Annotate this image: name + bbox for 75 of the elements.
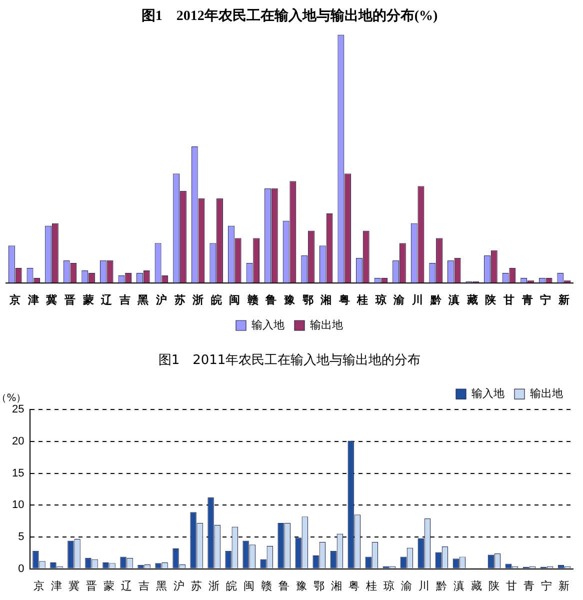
x-tick-label: 京 xyxy=(33,579,44,592)
x-tick-label: 粤 xyxy=(348,580,360,592)
x-tick-label: 鄂 xyxy=(314,580,325,592)
x-tick-label: 渝 xyxy=(392,293,406,306)
x-tick-label: 沪 xyxy=(174,579,185,592)
y-tick-label: 0 xyxy=(18,562,24,575)
x-tick-label: 藏 xyxy=(466,293,478,306)
x-tick-label: 滇 xyxy=(448,293,460,306)
x-tick-label: 鄂 xyxy=(302,294,314,306)
x-tick-label: 晋 xyxy=(86,580,98,592)
x-tick-label: 黑 xyxy=(136,294,149,306)
x-tick-label: 琼 xyxy=(384,579,395,592)
x-tick-label: 闽 xyxy=(244,580,255,592)
x-tick-label: 津 xyxy=(51,579,62,592)
x-tick-label: 滇 xyxy=(454,579,465,592)
x-tick-label: 沪 xyxy=(154,293,167,306)
y-tick-label: 10 xyxy=(12,499,24,512)
x-tick-label: 豫 xyxy=(284,293,296,306)
x-tick-label: 宁 xyxy=(540,293,552,306)
x-tick-label: 甘 xyxy=(502,293,514,306)
y-tick-label: 20 xyxy=(12,435,24,448)
x-tick-label: 鲁 xyxy=(278,580,290,592)
x-tick-label: 琼 xyxy=(374,293,386,306)
x-tick-label: 新 xyxy=(558,579,570,592)
x-tick-label: 黔 xyxy=(435,580,448,592)
x-tick-label: 赣 xyxy=(246,293,258,306)
x-tick-label: 晋 xyxy=(64,294,76,306)
y-axis-title: （%） xyxy=(0,393,26,404)
legend-label: 输入地 xyxy=(472,386,504,400)
x-tick-label: 桂 xyxy=(365,580,378,592)
x-tick-label: 浙 xyxy=(192,293,204,306)
x-tick-label: 蒙 xyxy=(82,293,94,306)
x-tick-label: 宁 xyxy=(541,579,552,592)
x-tick-label: 冀 xyxy=(45,293,58,306)
legend-label: 输出地 xyxy=(530,386,563,400)
legend-label: 输入地 xyxy=(252,318,284,332)
x-tick-label: 湘 xyxy=(331,579,342,592)
x-tick-label: 京 xyxy=(8,293,21,306)
x-tick-label: 桂 xyxy=(356,293,368,306)
x-tick-label: 甘 xyxy=(506,579,518,592)
x-tick-label: 藏 xyxy=(471,579,482,592)
x-tick-label: 黔 xyxy=(429,293,442,306)
y-tick-label: 15 xyxy=(12,467,24,480)
x-tick-label: 渝 xyxy=(401,580,412,592)
x-tick-label: 陕 xyxy=(485,293,498,306)
x-tick-label: 湘 xyxy=(320,293,332,306)
legend-label: 输出地 xyxy=(310,318,343,332)
x-tick-label: 津 xyxy=(26,293,39,306)
x-tick-label: 浙 xyxy=(208,579,220,592)
x-tick-label: 闽 xyxy=(229,293,240,306)
chart-title: 图1 2011年农民工在输入地与输出地的分布 xyxy=(158,353,421,368)
x-tick-label: 辽 xyxy=(121,580,132,592)
x-tick-label: 苏 xyxy=(191,579,202,592)
x-tick-label: 辽 xyxy=(100,293,114,306)
x-tick-label: 川 xyxy=(411,293,424,306)
x-tick-label: 川 xyxy=(418,579,430,592)
y-tick-label: 25 xyxy=(12,404,24,416)
x-tick-label: 蒙 xyxy=(104,579,115,592)
x-tick-label: 皖 xyxy=(226,579,238,592)
x-tick-label: 粤 xyxy=(338,293,350,306)
x-tick-label: 青 xyxy=(524,579,535,592)
x-tick-label: 青 xyxy=(520,293,533,306)
x-tick-label: 苏 xyxy=(173,293,186,306)
x-tick-label: 黑 xyxy=(156,580,168,592)
x-tick-label: 豫 xyxy=(296,580,308,592)
y-tick-label: 5 xyxy=(18,530,24,543)
x-tick-label: 鲁 xyxy=(264,293,277,306)
chart-title: 图1 2012年农民工在输入地与输出地的分布(%) xyxy=(141,8,438,24)
x-tick-label: 冀 xyxy=(68,579,80,592)
x-tick-label: 吉 xyxy=(118,293,130,306)
x-tick-label: 皖 xyxy=(210,293,222,306)
x-tick-label: 新 xyxy=(557,293,570,306)
x-tick-label: 吉 xyxy=(138,579,150,592)
x-tick-label: 赣 xyxy=(261,579,272,592)
x-tick-label: 陕 xyxy=(488,580,500,592)
